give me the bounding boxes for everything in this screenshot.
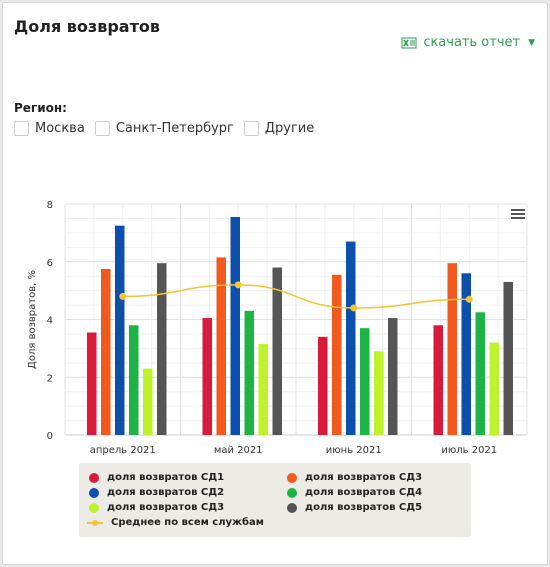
bar xyxy=(129,325,139,435)
legend-marker-icon xyxy=(89,502,99,513)
bar xyxy=(87,332,97,435)
bar xyxy=(157,263,167,435)
menu-icon-bar[interactable] xyxy=(511,209,525,211)
legend-label: доля возвратов СД2 xyxy=(107,487,225,498)
card-title: Доля возвратов xyxy=(14,17,160,36)
y-tick-label: 6 xyxy=(47,258,53,269)
bar xyxy=(230,216,240,435)
chevron-down-icon: ▼ xyxy=(528,37,535,48)
returns-bar-chart: 0 2 4 6 8 апрель 2021 май 2021 июнь 2021 июль 20… xyxy=(27,200,528,456)
menu-icon-bar[interactable] xyxy=(511,217,525,219)
region-label-moscow: Москва xyxy=(35,121,85,136)
legend-label: доля возвратов СД1 xyxy=(107,472,225,483)
legend-item[interactable]: доля возвратов СД5 xyxy=(287,502,422,513)
legend-label: Среднее по всем службам xyxy=(111,517,264,528)
x-tick-label: май 2021 xyxy=(214,445,263,456)
legend-line-icon xyxy=(87,518,103,528)
region-checkbox-other[interactable]: Другие xyxy=(243,121,315,136)
legend-item[interactable]: доля возвратов СД3 xyxy=(287,472,422,483)
y-tick-label: 8 xyxy=(47,200,53,211)
x-tick-label: апрель 2021 xyxy=(90,445,156,456)
average-point xyxy=(234,281,242,289)
bar xyxy=(244,310,254,435)
y-tick-label: 2 xyxy=(47,373,53,384)
average-line xyxy=(122,284,470,309)
bar xyxy=(101,268,111,435)
y-tick-label: 4 xyxy=(47,316,53,327)
legend-marker-icon xyxy=(89,487,99,498)
checkbox-icon[interactable] xyxy=(14,121,29,136)
legend-item[interactable]: доля возвратов СД1 xyxy=(89,472,224,483)
bar xyxy=(388,318,398,435)
region-label: Регион: xyxy=(14,101,67,115)
legend-item[interactable]: доля возвратов СД3 xyxy=(89,502,224,513)
excel-icon xyxy=(401,37,417,48)
bar xyxy=(475,312,485,435)
bar xyxy=(216,257,226,435)
bar xyxy=(332,274,342,435)
chart-legend: доля возвратов СД1 доля возвратов СД3 доля… xyxy=(79,463,471,537)
average-point xyxy=(465,295,473,303)
legend-marker-icon xyxy=(287,472,297,483)
x-tick-label: июнь 2021 xyxy=(326,445,382,456)
bar xyxy=(433,325,443,435)
legend-label: доля возвратов СД4 xyxy=(305,487,423,498)
bar xyxy=(258,344,268,435)
legend-label: доля возвратов СД3 xyxy=(107,502,225,513)
bar xyxy=(447,263,457,435)
legend-marker-icon xyxy=(287,487,297,498)
checkbox-icon[interactable] xyxy=(94,121,110,136)
region-checkbox-spb[interactable]: Санкт-Петербург xyxy=(94,121,234,136)
region-checkbox-moscow[interactable]: Москва xyxy=(14,121,85,136)
legend-marker-icon xyxy=(89,472,99,483)
average-point xyxy=(119,292,127,300)
legend-item[interactable]: Среднее по всем службам xyxy=(87,517,264,528)
legend-item[interactable]: доля возвратов СД2 xyxy=(89,487,224,498)
checkbox-icon[interactable] xyxy=(243,121,259,136)
legend-marker-icon xyxy=(287,502,297,513)
average-point xyxy=(350,304,358,312)
menu-icon-bar[interactable] xyxy=(511,213,525,215)
download-report-button[interactable]: скачать отчет ▼ xyxy=(401,35,535,50)
bar xyxy=(318,336,328,435)
bar xyxy=(503,281,513,435)
region-label-spb: Санкт-Петербург xyxy=(115,121,234,136)
legend-item[interactable]: доля возвратов СД4 xyxy=(287,487,422,498)
download-report-label: скачать отчет xyxy=(423,35,521,50)
bar xyxy=(374,351,384,435)
region-filter: Москва Санкт-Петербург Другие xyxy=(14,121,314,136)
bar xyxy=(272,267,282,435)
bar xyxy=(115,225,125,435)
bar xyxy=(202,318,212,435)
region-label-other: Другие xyxy=(264,121,315,136)
y-axis-label: Доля возвратов, % xyxy=(27,270,38,369)
legend-label: доля возвратов СД3 xyxy=(305,472,423,483)
bar xyxy=(360,328,370,435)
x-tick-label: июль 2021 xyxy=(441,445,497,456)
chart-menu-icon[interactable] xyxy=(511,209,525,219)
bar xyxy=(489,342,499,435)
bar xyxy=(143,368,153,435)
legend-label: доля возвратов СД5 xyxy=(305,502,423,513)
y-tick-label: 0 xyxy=(47,431,53,442)
bar xyxy=(461,273,471,435)
bar xyxy=(346,241,356,435)
